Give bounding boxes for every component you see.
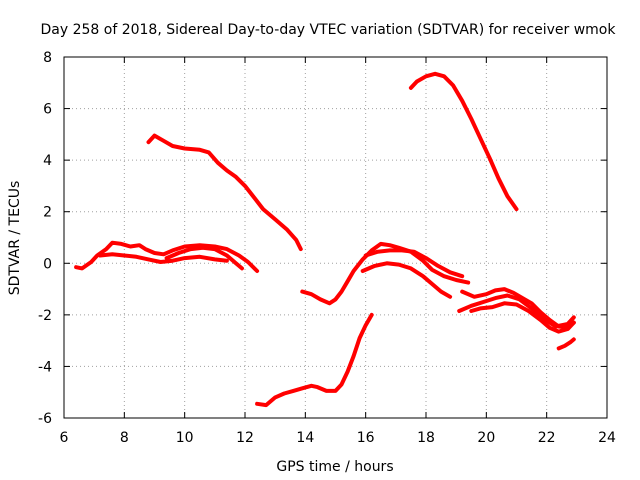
y-tick-label: 6 [43, 102, 52, 118]
series-arc-7 [363, 248, 465, 279]
series-arc-6 [300, 241, 471, 306]
series-arc-8 [360, 261, 453, 299]
y-tick-label: -2 [38, 308, 52, 324]
series-arc-5 [164, 245, 244, 271]
x-tick-label: 18 [417, 430, 435, 446]
x-tick-label: 6 [60, 430, 69, 446]
y-axis-label: SDTVAR / TECUs [7, 181, 23, 296]
series-arc-11 [457, 293, 576, 329]
grid [64, 57, 607, 418]
series-arc-10 [469, 301, 576, 334]
series-group [74, 71, 576, 408]
series-arc-2 [408, 71, 519, 212]
series-arc-4 [98, 252, 229, 264]
x-tick-label: 22 [538, 430, 556, 446]
series-arc-12 [556, 337, 576, 351]
y-tick-label: 0 [43, 256, 52, 272]
x-tick-label: 12 [236, 430, 254, 446]
y-tick-label: 8 [43, 50, 52, 66]
x-tick-label: 14 [296, 430, 314, 446]
series-arc-13 [255, 312, 374, 408]
y-tick-label: 4 [43, 153, 52, 169]
x-tick-label: 10 [176, 430, 194, 446]
x-tick-label: 16 [357, 430, 375, 446]
x-axis-label: GPS time / hours [276, 459, 393, 475]
x-tick-label: 24 [598, 430, 616, 446]
x-tick-label: 8 [120, 430, 129, 446]
series-arc-1 [146, 133, 303, 252]
plot-frame [63, 56, 608, 419]
chart-title: Day 258 of 2018, Sidereal Day-to-day VTE… [41, 22, 617, 38]
y-tick-label: -6 [38, 411, 52, 427]
y-tick-label: -4 [38, 359, 52, 375]
y-tick-label: 2 [43, 205, 52, 221]
x-tick-label: 20 [477, 430, 495, 446]
